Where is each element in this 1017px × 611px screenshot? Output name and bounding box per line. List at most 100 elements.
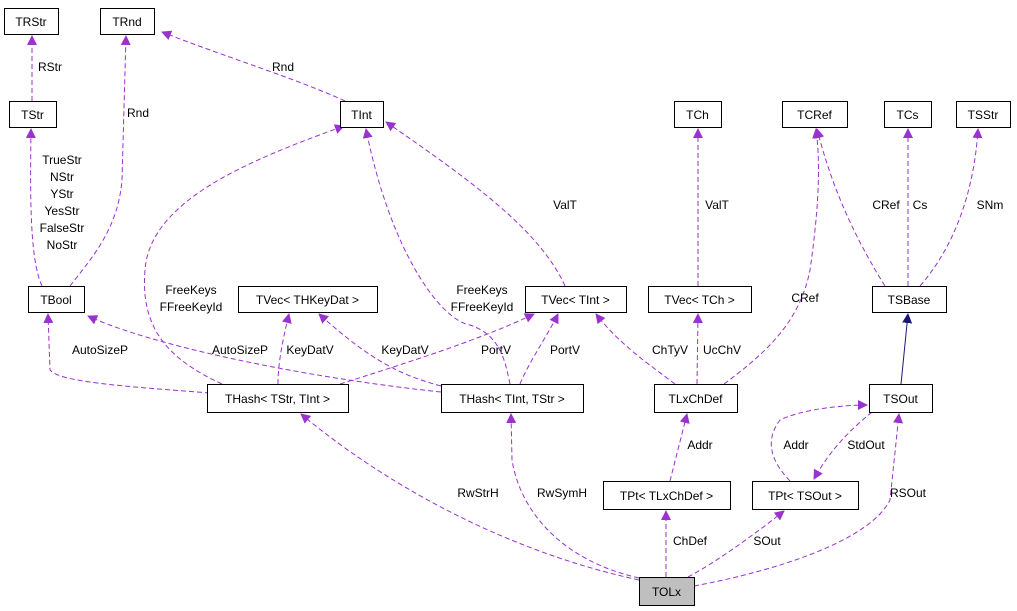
node-box — [4, 8, 59, 35]
edge-label: ValT — [705, 198, 729, 212]
edge-label: FreeKeys — [456, 283, 507, 297]
node-TCh[interactable]: TCh — [674, 101, 722, 128]
node-label: TPt< TSOut > — [768, 489, 842, 503]
edge-label: ChTyV — [652, 343, 688, 357]
edge-line — [318, 313, 442, 387]
edge-TLxChDef-to-TVecTCh: UcChV — [692, 313, 741, 385]
edge-label: RSOut — [890, 486, 927, 500]
edge-TOLx-to-THashTStrTInt: RwStrH — [300, 413, 640, 581]
edge-TSOut-to-TPtTSOut: StdOut — [813, 411, 885, 480]
edge-line — [277, 313, 292, 385]
edge-line — [43, 313, 211, 394]
node-TRStr[interactable]: TRStr — [4, 8, 59, 35]
node-label: TVec< TCh > — [664, 293, 734, 307]
edge-TPtTLxChDef-to-TLxChDef: Addr — [669, 413, 713, 482]
node-box — [654, 384, 738, 413]
edge-label: RwStrH — [457, 486, 498, 500]
node-box — [28, 286, 85, 313]
node-TVecTCh[interactable]: TVec< TCh > — [648, 286, 752, 313]
edge-TStr-to-TRStr: RStr — [27, 35, 62, 101]
edge-TSBase-to-TSStr: SNm — [919, 128, 1003, 287]
node-TLxChDef[interactable]: TLxChDef — [654, 384, 738, 413]
node-label: TOLx — [652, 585, 681, 599]
node-box — [674, 101, 722, 128]
node-label: TCRef — [797, 108, 832, 122]
node-TPtTSOut[interactable]: TPt< TSOut > — [752, 481, 859, 510]
node-box — [872, 286, 947, 313]
node-TCRef[interactable]: TCRef — [782, 101, 848, 128]
node-THashTStrTInt[interactable]: THash< TStr, TInt > — [207, 384, 349, 413]
edge-TOLx-to-THashTIntTStr: RwSymH — [506, 413, 640, 579]
edge-line — [919, 128, 983, 287]
edge-TVecTCh-to-TCh: ValT — [693, 128, 730, 286]
node-TVecTHKeyDat[interactable]: TVec< THKeyDat > — [238, 286, 378, 313]
node-label: TBool — [40, 293, 71, 307]
edge-THashTStrTInt-to-TInt: FreeKeys FFreeKeyId — [143, 124, 345, 385]
node-box — [869, 384, 933, 413]
edge-line — [900, 313, 913, 385]
node-TStr[interactable]: TStr — [9, 101, 57, 128]
node-TSBase[interactable]: TSBase — [872, 286, 947, 313]
edge-label: KeyDatV — [381, 343, 428, 357]
node-TInt[interactable]: TInt — [340, 101, 384, 128]
edge-line — [687, 510, 785, 578]
edge-TOLx-to-TPtTSOut: SOut — [687, 510, 785, 578]
edge-label: UcChV — [703, 343, 741, 357]
edge-label: PortV — [481, 343, 511, 357]
edge-TOLx-to-TSOut: RSOut — [693, 413, 927, 587]
edge-line — [692, 313, 703, 385]
node-label: THash< TStr, TInt > — [225, 392, 330, 406]
edge-THashTIntTStr-to-TInt: FreeKeys FFreeKeyId — [362, 128, 514, 385]
edge-label: Addr — [687, 438, 712, 452]
node-THashTIntTStr[interactable]: THash< TInt, TStr > — [441, 384, 584, 413]
node-box — [884, 101, 932, 128]
edge-label: Rnd — [127, 106, 149, 120]
edge-THashTStrTInt-to-TVecTInt: PortV — [339, 313, 535, 385]
edge-line — [339, 313, 535, 385]
node-box — [603, 481, 731, 510]
edge-label: AutoSizeP — [212, 343, 268, 357]
node-box — [639, 577, 695, 606]
edge-label: CRef — [791, 291, 819, 305]
edge-TSBase-to-TCs: Cs — [903, 128, 927, 286]
edge-label: FFreeKeyId — [451, 300, 514, 314]
node-TVecTInt[interactable]: TVec< TInt > — [525, 286, 627, 313]
node-TPtTLxChDef[interactable]: TPt< TLxChDef > — [603, 481, 731, 510]
node-box — [956, 101, 1011, 128]
node-TRnd[interactable]: TRnd — [100, 8, 155, 35]
edge-label: Addr — [783, 438, 808, 452]
node-box — [752, 481, 859, 510]
node-TCs[interactable]: TCs — [884, 101, 932, 128]
edge-TSBase-to-TCRef: CRef — [814, 128, 900, 287]
node-TSStr[interactable]: TSStr — [956, 101, 1011, 128]
node-label: TVec< THKeyDat > — [256, 293, 359, 307]
edge-line — [25, 128, 43, 287]
edge-label: YStr — [50, 187, 73, 201]
node-label: TStr — [21, 108, 44, 122]
node-TSOut[interactable]: TSOut — [869, 384, 933, 413]
node-label: TLxChDef — [668, 392, 723, 406]
edge-label: Rnd — [272, 60, 294, 74]
node-label: THash< TInt, TStr > — [459, 392, 565, 406]
edge-line — [300, 413, 640, 581]
edge-TOLx-to-TPtTLxChDef: ChDef — [661, 510, 708, 577]
node-TBool[interactable]: TBool — [28, 286, 85, 313]
node-box — [340, 101, 384, 128]
edge-line — [362, 128, 511, 385]
node-box — [441, 384, 584, 413]
node-label: TSBase — [888, 293, 931, 307]
edge-TBool-to-TStr: TrueStr NStr YStr YesStr FalseStr NoStr — [25, 128, 84, 287]
edge-label: FFreeKeyId — [160, 300, 223, 314]
edge-label: StdOut — [847, 438, 885, 452]
edge-label: FreeKeys — [165, 283, 216, 297]
edge-TPtTSOut-to-TSOut: Addr — [770, 400, 868, 482]
node-box — [9, 101, 57, 128]
edge-line — [669, 413, 690, 482]
edge-TLxChDef-to-TCRef: CRef — [723, 128, 823, 385]
edge-label: ValT — [553, 198, 577, 212]
node-label: TRnd — [112, 15, 141, 29]
node-TOLx[interactable]: TOLx — [639, 577, 695, 606]
edge-label: PortV — [550, 343, 580, 357]
node-box — [100, 8, 155, 35]
